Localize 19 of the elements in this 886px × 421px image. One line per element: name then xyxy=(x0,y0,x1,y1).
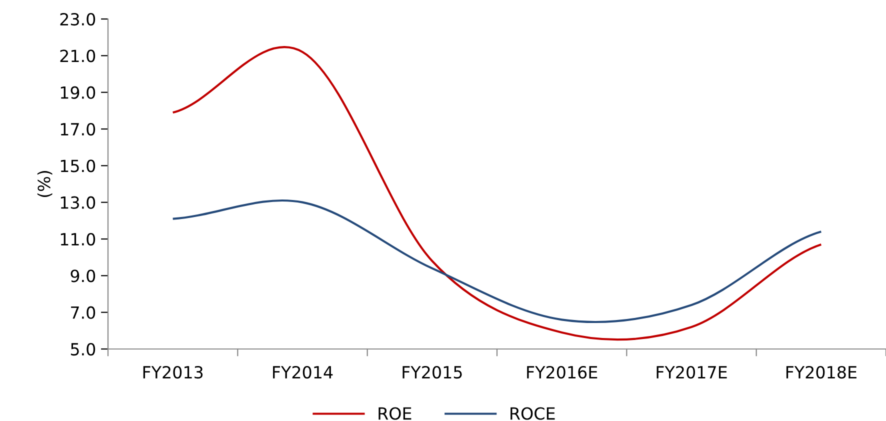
y-tick-label: 15.0 xyxy=(60,160,96,172)
y-tick-label: 13.0 xyxy=(60,196,96,209)
x-tick-label: FY2014 xyxy=(273,366,333,379)
y-tick-label: 7.0 xyxy=(71,306,96,319)
y-tick-label: 19.0 xyxy=(60,86,96,99)
y-tick-label: 9.0 xyxy=(70,270,96,282)
legend-label: ROE xyxy=(378,407,412,420)
y-tick-label: 23.0 xyxy=(60,12,96,26)
y-tick-label: 17.0 xyxy=(60,122,96,136)
x-tick-label: FY2013 xyxy=(143,366,203,379)
y-tick-label: 5.0 xyxy=(70,342,96,356)
y-tick-label: 21.0 xyxy=(60,50,96,62)
x-tick-label: FY2017E xyxy=(656,366,727,379)
y-tick-label: 11.0 xyxy=(60,232,96,246)
y-axis-title: (%) xyxy=(37,171,52,197)
legend-label: ROCE xyxy=(510,407,555,420)
x-tick-label: FY2016E xyxy=(527,366,598,379)
x-tick-label: FY2015 xyxy=(402,366,462,379)
x-tick-label: FY2018E xyxy=(786,366,856,379)
